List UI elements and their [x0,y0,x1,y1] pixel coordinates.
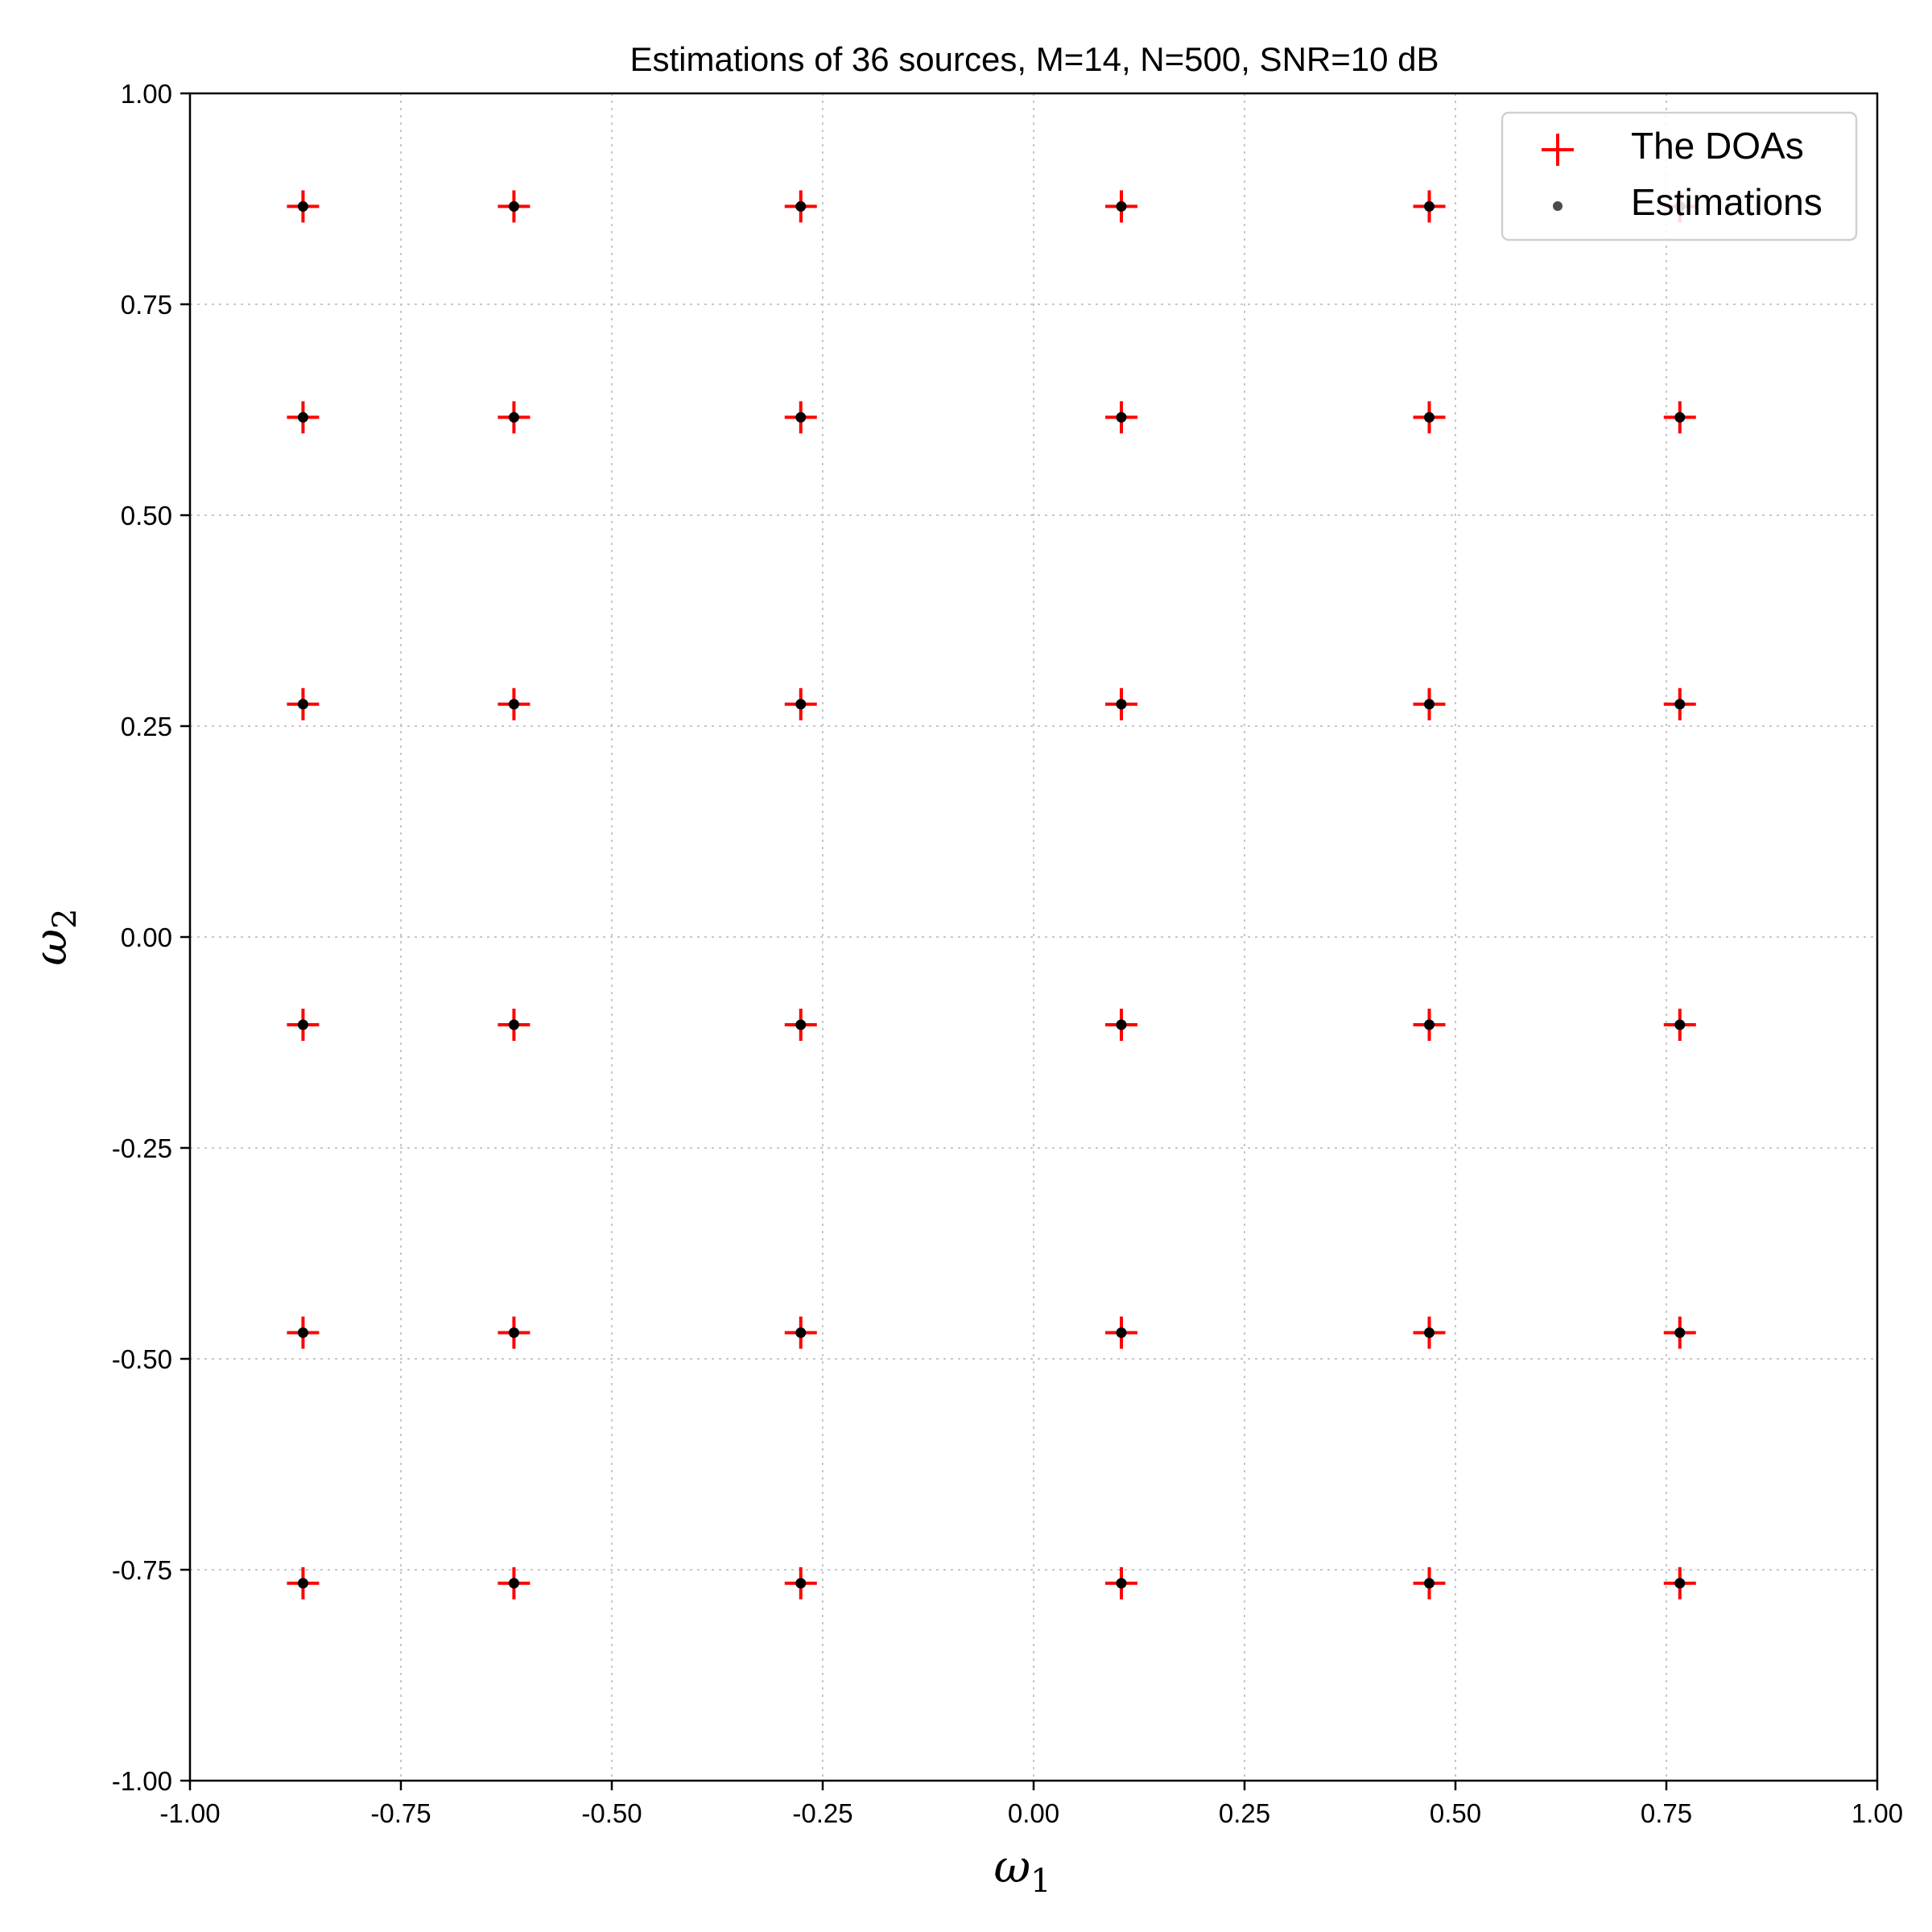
y-axis-label-group: ω2 [25,908,84,965]
estimation-point [297,1578,308,1589]
y-axis-label-subscript: 2 [47,908,84,928]
estimation-point [1116,200,1127,212]
estimation-point [297,1327,308,1339]
x-tick-label: 0.00 [1008,1798,1059,1828]
x-tick-label: 0.75 [1641,1798,1692,1828]
y-tick-label: 1.00 [121,79,172,109]
legend-label-estimations: Estimations [1631,181,1823,223]
x-tick-label: -0.25 [792,1798,852,1828]
x-tick-label: -0.50 [581,1798,642,1828]
legend-marker-estimations [1553,201,1563,211]
y-tick-label: -0.75 [112,1555,172,1585]
x-tick-label: 0.50 [1430,1798,1481,1828]
chart-title: Estimations of 36 sources, M=14, N=500, … [630,40,1439,78]
estimation-point [1116,1327,1127,1339]
estimation-point [508,699,519,710]
estimation-point [1424,699,1435,710]
estimation-point [1424,200,1435,212]
x-axis-label-symbol: ω [993,1841,1030,1893]
estimation-point [795,1019,807,1030]
y-tick-label: -0.50 [112,1344,172,1374]
data-points [287,190,1696,1600]
estimation-point [1116,1019,1127,1030]
x-tick-label: 0.25 [1219,1798,1270,1828]
estimation-point [297,699,308,710]
estimation-point [1116,699,1127,710]
estimation-point [508,411,519,423]
estimation-point [1424,1327,1435,1339]
estimation-point [795,699,807,710]
estimation-point [1424,411,1435,423]
y-axis-ticks: -1.00 -0.75 -0.50 -0.25 0.00 0.25 0.50 0.75 1.00 [112,79,190,1796]
legend-marker-doas [1542,134,1574,166]
estimation-point [795,411,807,423]
y-tick-label: 0.50 [121,501,172,530]
estimation-point [1424,1578,1435,1589]
legend-box [1501,111,1858,242]
estimation-point [508,1019,519,1030]
estimation-point [297,1019,308,1030]
x-tick-label: -0.75 [370,1798,431,1828]
grid-lines [190,93,1877,1781]
x-tick-label: -1.00 [159,1798,220,1828]
estimation-point [508,1327,519,1339]
x-tick-label: 1.00 [1852,1798,1903,1828]
estimation-point [795,1578,807,1589]
y-axis-label: ω2 [25,908,84,965]
estimation-point [1674,411,1686,423]
estimation-point [297,411,308,423]
estimation-point [1424,1019,1435,1030]
estimation-point [1116,411,1127,423]
x-axis-label-subscript: 1 [1030,1863,1051,1900]
estimation-point [508,1578,519,1589]
estimation-point [1116,1578,1127,1589]
estimation-point [1674,1578,1686,1589]
y-tick-label: 0.75 [121,290,172,320]
estimation-point [1674,699,1686,710]
legend-label-doas: The DOAs [1631,125,1804,167]
y-tick-label: -1.00 [112,1766,172,1796]
y-tick-label: -0.25 [112,1133,172,1163]
estimation-point [795,200,807,212]
estimation-point [508,200,519,212]
y-tick-label: 0.00 [121,923,172,952]
estimation-point [1674,1327,1686,1339]
x-axis-ticks: -1.00 -0.75 -0.50 -0.25 0.00 0.25 0.50 0.75 1.00 [159,1781,1903,1828]
y-axis-label-symbol: ω [25,929,77,966]
y-tick-label: 0.25 [121,712,172,741]
estimation-point [1674,1019,1686,1030]
estimation-point [795,1327,807,1339]
legend: The DOAs Estimations [1501,111,1858,242]
estimation-point [297,200,308,212]
x-axis-label: ω1 [993,1841,1051,1900]
plot-frame [188,92,1879,1782]
